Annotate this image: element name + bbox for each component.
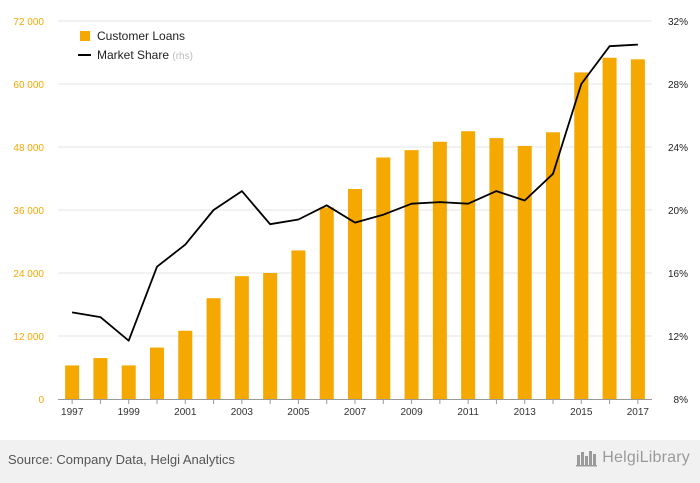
bar <box>291 250 306 399</box>
bar <box>517 145 532 399</box>
right-axis-tick-label: 12% <box>668 332 688 343</box>
left-axis-tick-label: 60 000 <box>13 80 44 91</box>
x-axis-tick-label: 2013 <box>514 407 537 418</box>
x-axis-tick-label: 2015 <box>570 407 593 418</box>
bar <box>263 273 278 399</box>
x-axis-tick-label: 2009 <box>400 407 423 418</box>
brand-logo: HelgiLibrary <box>576 449 690 467</box>
right-axis-tick-label: 16% <box>668 269 688 280</box>
x-axis-tick-label: 1997 <box>61 407 84 418</box>
bar <box>348 189 362 399</box>
bar <box>178 330 193 399</box>
x-axis-tick-label: 2001 <box>174 407 197 418</box>
brand-name: HelgiLibrary <box>602 449 690 466</box>
bar <box>121 365 136 399</box>
left-axis-tick-label: 12 000 <box>13 332 44 343</box>
left-axis-tick-label: 72 000 <box>13 17 44 28</box>
bar <box>574 72 589 399</box>
library-icon <box>576 451 598 467</box>
bar <box>602 57 617 399</box>
right-axis-tick-label: 32% <box>668 17 688 28</box>
bar <box>234 276 249 399</box>
legend-label-market-share: Market Share (rhs) <box>97 48 193 62</box>
bar <box>150 347 164 399</box>
chart-svg: 0 8% 12 000 12% 24 000 16% 36 000 20% 48 000 24% 6… <box>13 17 689 418</box>
bar <box>93 358 108 399</box>
bar <box>630 59 645 399</box>
left-axis-tick-label: 0 <box>38 395 44 406</box>
right-axis-tick-label: 24% <box>668 143 688 154</box>
bar <box>319 207 334 399</box>
left-axis-tick-label: 24 000 <box>13 269 44 280</box>
x-axis-tick-label: 2017 <box>627 407 650 418</box>
left-axis-tick-label: 48 000 <box>13 143 44 154</box>
bar <box>546 132 560 400</box>
right-axis-tick-label: 28% <box>668 80 688 91</box>
x-axis-tick-label: 2011 <box>457 407 479 418</box>
bar <box>432 141 447 399</box>
chart-area: 0 8% 12 000 12% 24 000 16% 36 000 20% 48 000 24% 6… <box>13 17 689 418</box>
x-axis-tick-label: 2003 <box>231 407 254 418</box>
bar <box>206 298 221 399</box>
legend-label-customer-loans: Customer Loans <box>97 29 185 43</box>
legend-label-rhs-suffix: (rhs) <box>172 51 193 62</box>
legend-swatch-customer-loans <box>80 31 90 41</box>
bar <box>461 131 476 399</box>
x-axis-tick-label: 2007 <box>344 407 367 418</box>
left-axis-tick-label: 36 000 <box>13 206 44 217</box>
bar <box>376 157 391 399</box>
x-axis-tick-label: 1999 <box>118 407 141 418</box>
bar <box>489 138 504 399</box>
right-axis-tick-label: 8% <box>674 395 689 406</box>
bar <box>65 365 80 399</box>
footer: Source: Company Data, Helgi Analytics He… <box>0 440 700 483</box>
market-share-line <box>71 43 638 342</box>
bar <box>404 150 419 399</box>
source-text: Source: Company Data, Helgi Analytics <box>8 452 235 467</box>
right-axis-tick-label: 20% <box>668 206 688 217</box>
x-axis-tick-label: 2005 <box>287 407 310 418</box>
